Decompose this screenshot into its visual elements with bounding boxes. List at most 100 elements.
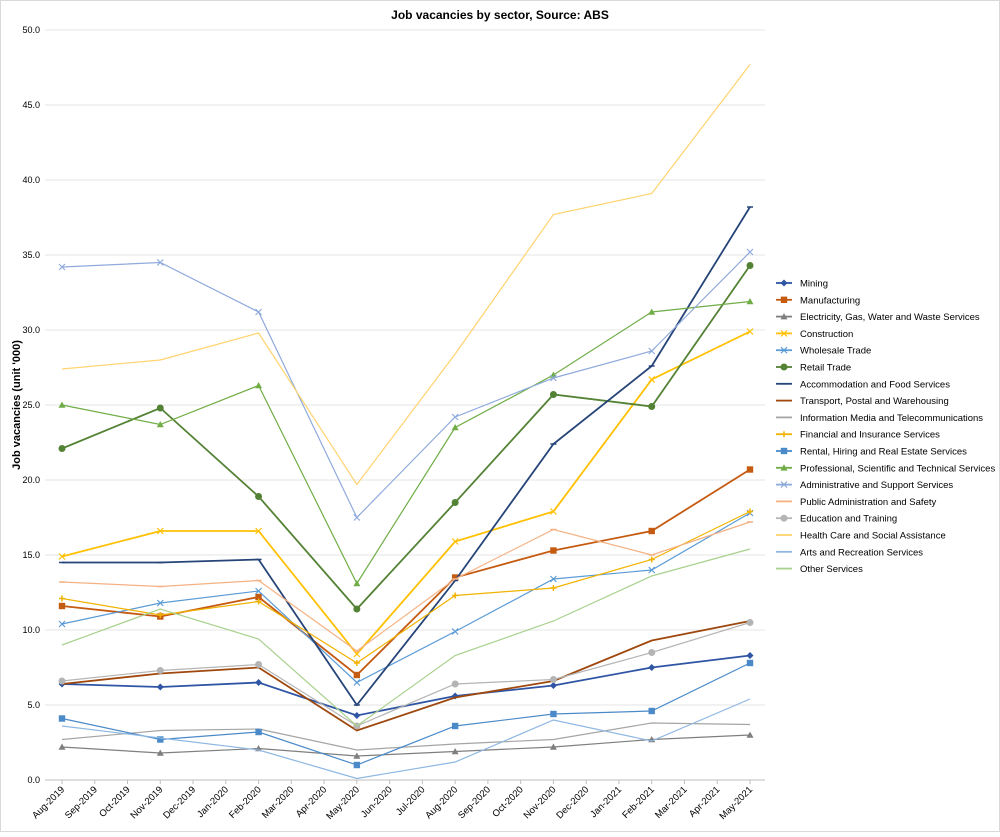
series-line	[61, 512, 751, 684]
data-point	[780, 464, 788, 471]
data-point	[780, 514, 788, 522]
data-point	[648, 566, 656, 574]
data-point	[353, 752, 361, 759]
legend-label: Mining	[800, 279, 828, 290]
legend-label: Administrative and Support Services	[800, 480, 953, 491]
data-point	[156, 667, 164, 674]
legend-item: Mining	[776, 279, 828, 290]
series-education-and-training	[58, 619, 754, 730]
data-point	[648, 664, 656, 671]
data-point	[353, 514, 361, 521]
data-point	[451, 748, 459, 755]
series-line	[61, 662, 751, 766]
series-line	[62, 206, 751, 707]
data-point	[451, 424, 459, 431]
data-point	[255, 587, 262, 595]
legend-label: Electricity, Gas, Water and Waste Servic…	[800, 312, 980, 323]
data-point	[353, 660, 360, 666]
legend-item: Construction	[776, 329, 853, 340]
data-point	[58, 715, 66, 722]
data-point	[58, 602, 66, 610]
legend-item: Information Media and Telecommunications	[776, 413, 983, 424]
y-tick-label: 15.0	[22, 550, 40, 560]
data-point	[549, 391, 557, 398]
legend-label: Financial and Insurance Services	[800, 430, 940, 441]
y-tick-label: 0.0	[27, 775, 40, 785]
data-point	[746, 248, 754, 256]
data-point	[58, 445, 66, 452]
data-point	[746, 298, 754, 305]
legend-item: Administrative and Support Services	[776, 480, 953, 491]
data-point	[780, 329, 788, 337]
data-point	[58, 401, 66, 408]
legend-label: Health Care and Social Assistance	[800, 531, 946, 542]
data-point	[353, 679, 361, 686]
data-point	[648, 707, 655, 715]
series-line	[61, 621, 751, 727]
data-point	[452, 592, 459, 599]
series-retail-trade	[58, 262, 754, 613]
data-point	[255, 308, 262, 316]
data-point	[353, 650, 361, 658]
data-point	[746, 619, 754, 626]
series-line	[61, 654, 751, 717]
data-point	[747, 508, 753, 515]
data-point	[648, 403, 656, 410]
legend-item: Retail Trade	[776, 363, 851, 374]
data-point	[550, 547, 557, 554]
series-other-services	[61, 548, 751, 727]
data-point	[156, 421, 164, 428]
series-construction	[58, 328, 754, 658]
data-point	[58, 677, 66, 685]
data-point	[550, 508, 557, 515]
y-tick-label: 30.0	[22, 325, 40, 335]
series-line	[61, 330, 751, 656]
y-tick-label: 10.0	[22, 625, 40, 635]
data-point	[156, 749, 164, 756]
series-health-care-and-social-assistance	[61, 64, 751, 486]
data-point	[648, 376, 656, 383]
legend-item: Manufacturing	[776, 295, 860, 306]
series-line	[61, 264, 751, 611]
data-point	[58, 743, 66, 750]
legend-item: Other Services	[776, 564, 863, 575]
data-point	[157, 612, 164, 618]
data-point	[255, 679, 263, 686]
legend-item: Accommodation and Food Services	[776, 379, 950, 390]
series-line	[61, 734, 751, 757]
data-point	[780, 279, 788, 287]
y-tick-label: 40.0	[22, 175, 40, 185]
series-line	[61, 722, 751, 751]
data-point	[156, 599, 164, 607]
series-line	[61, 64, 751, 486]
data-point	[780, 481, 788, 489]
legend-label: Other Services	[800, 564, 863, 575]
data-point	[648, 649, 656, 656]
data-point	[353, 580, 361, 587]
data-point	[746, 731, 754, 738]
data-point	[157, 736, 164, 743]
legend-label: Arts and Recreation Services	[800, 547, 923, 558]
legend-item: Financial and Insurance Services	[776, 430, 940, 441]
series-line	[61, 548, 751, 727]
legend: Mining Manufacturing Electricity, Gas, Wat…	[776, 279, 995, 575]
y-axis-ticks: 0.0 5.0 10.0 15.0 20.0 25.0 30.0 35.0 40.0 45.0 50…	[22, 25, 40, 785]
data-point	[353, 761, 361, 769]
data-point	[451, 628, 459, 635]
legend-label: Information Media and Telecommunications	[800, 413, 983, 424]
legend-item: Education and Training	[776, 514, 897, 525]
series-wholesale-trade	[58, 509, 754, 686]
data-point	[156, 259, 164, 266]
data-point	[353, 712, 361, 719]
data-point	[550, 585, 557, 591]
legend-item: Health Care and Social Assistance	[776, 531, 946, 542]
data-point	[451, 574, 459, 581]
series-public-administration-and-safety	[59, 521, 753, 652]
data-point	[255, 527, 262, 535]
data-point	[451, 538, 459, 545]
data-point	[549, 743, 557, 750]
series-administrative-and-support-services	[58, 248, 754, 521]
y-tick-label: 5.0	[27, 700, 40, 710]
series-line	[61, 698, 751, 780]
